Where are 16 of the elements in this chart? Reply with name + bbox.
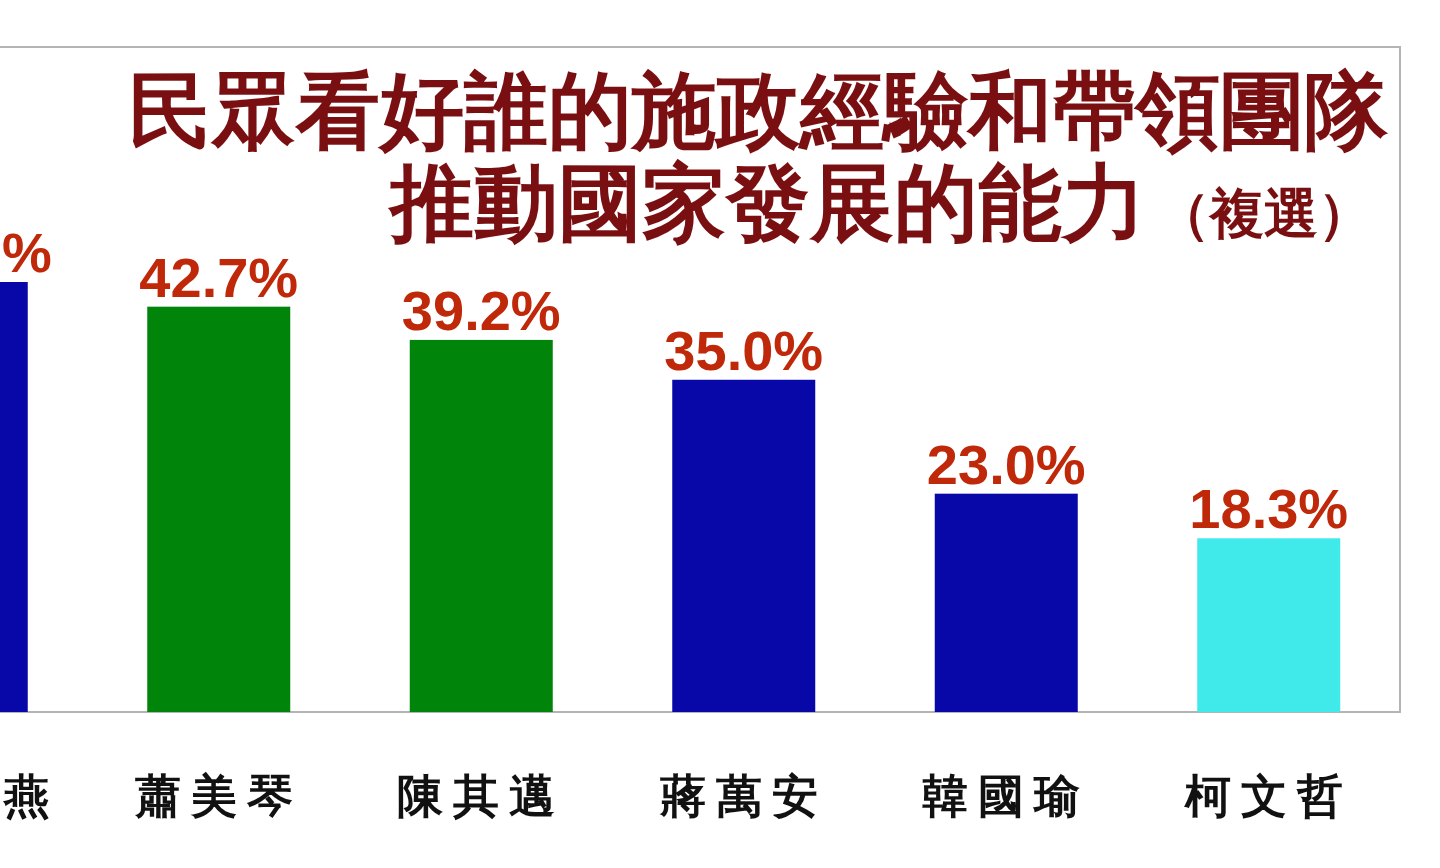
- data-label: 18.3%: [1189, 477, 1349, 541]
- bar: [409, 339, 553, 712]
- x-tick-label: 燕: [2, 769, 60, 823]
- x-tick-label: 陳其邁: [397, 769, 566, 823]
- bar: [1197, 538, 1341, 712]
- x-tick-label: 蕭美琴: [133, 769, 303, 823]
- data-label: 35.0%: [664, 318, 824, 382]
- bar: [147, 306, 291, 712]
- x-tick-label: 蔣萬安: [658, 769, 828, 823]
- bar: [934, 493, 1078, 712]
- data-label: 39.2%: [401, 278, 561, 342]
- data-label: 23.0%: [926, 432, 1086, 496]
- data-label: %: [2, 221, 52, 284]
- bar: [672, 379, 816, 712]
- x-tick-label: 柯文哲: [1182, 769, 1353, 823]
- x-tick-label: 韓國瑜: [922, 769, 1091, 823]
